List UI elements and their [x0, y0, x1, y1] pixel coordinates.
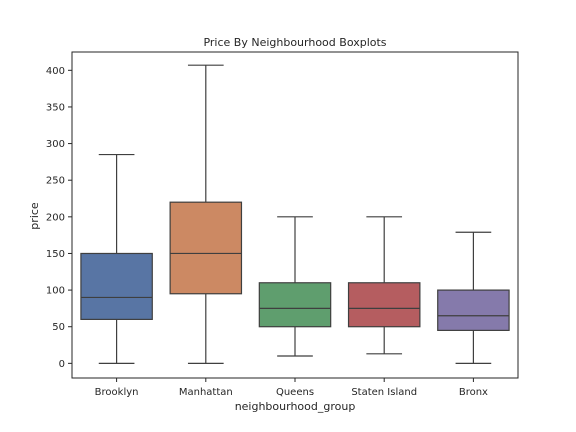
y-tick-label: 50: [52, 322, 65, 333]
y-axis-label: price: [28, 202, 41, 230]
x-axis-label: neighbourhood_group: [235, 400, 356, 413]
box-brooklyn: [80, 153, 153, 364]
y-tick-label: 250: [46, 176, 65, 187]
iqr-box: [80, 252, 153, 320]
y-tick-label: 400: [46, 66, 65, 77]
y-tick-label: 0: [59, 359, 65, 370]
y-axis-ticks: 0 50 100 150 200 250 300 350 400: [46, 66, 72, 370]
box-queens: [258, 216, 332, 357]
box-bronx: [437, 231, 510, 364]
x-tick-label: Staten Island: [351, 387, 417, 398]
x-axis-ticks: Brooklyn Manhattan Queens Staten Island Bron…: [95, 378, 488, 398]
box-manhattan: [169, 64, 243, 364]
y-tick-label: 300: [46, 139, 65, 150]
iqr-box: [437, 289, 510, 331]
x-tick-label: Brooklyn: [95, 387, 139, 398]
boxes-group: [80, 64, 510, 364]
x-tick-label: Queens: [276, 387, 314, 398]
iqr-box: [347, 282, 421, 328]
box-staten-island: [347, 216, 421, 355]
chart-title: Price By Neighbourhood Boxplots: [203, 36, 386, 49]
y-tick-label: 200: [46, 212, 65, 223]
iqr-box: [258, 282, 332, 328]
y-tick-label: 150: [46, 249, 65, 260]
x-tick-label: Manhattan: [179, 387, 233, 398]
plot-area-frame: [71, 51, 519, 379]
y-tick-label: 350: [46, 102, 65, 113]
x-tick-label: Bronx: [459, 387, 488, 398]
iqr-box: [169, 201, 243, 295]
y-tick-label: 100: [46, 286, 65, 297]
